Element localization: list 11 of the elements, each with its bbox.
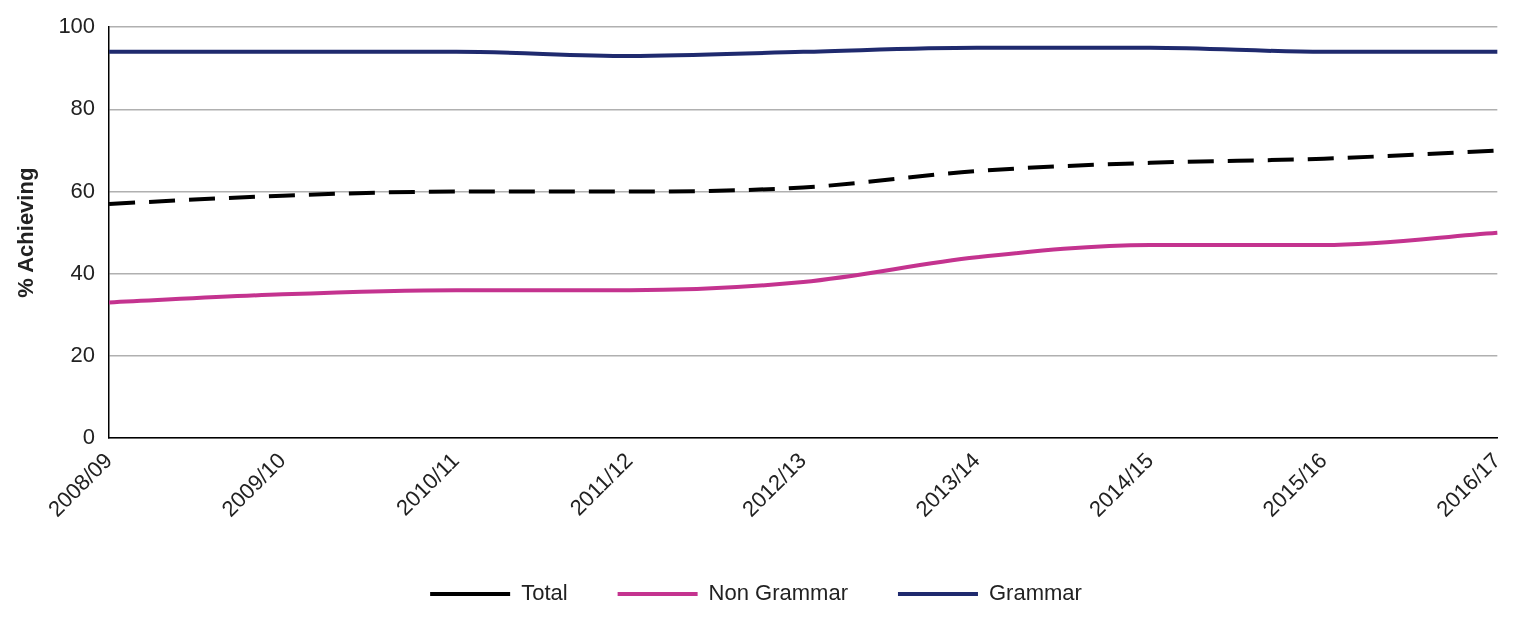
legend-label: Grammar — [988, 580, 1082, 606]
y-axis-title: % Achieving — [13, 167, 39, 298]
legend-label: Non Grammar — [708, 580, 848, 606]
line-series — [107, 230, 1500, 305]
y-tick-label: 80 — [70, 95, 96, 121]
y-tick-label: 100 — [58, 13, 96, 39]
y-tick-label: 60 — [70, 177, 96, 203]
legend-label: Total — [521, 580, 568, 606]
y-tick-label: 40 — [70, 259, 96, 285]
y-tick-label: 0 — [82, 424, 96, 450]
y-tick-label: 20 — [70, 341, 96, 367]
